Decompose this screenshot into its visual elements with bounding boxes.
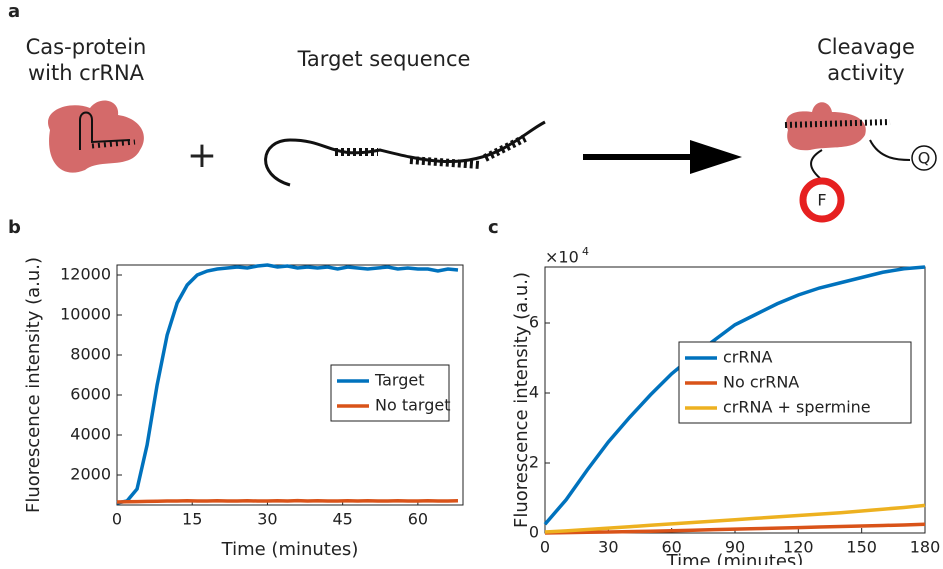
data-line bbox=[544, 503, 926, 534]
diagram-label: activity bbox=[827, 61, 904, 85]
legend-label: No target bbox=[375, 396, 451, 415]
y-tick-label: 4 bbox=[529, 383, 539, 402]
cas-protein bbox=[48, 100, 144, 173]
legend-label: crRNA bbox=[723, 348, 772, 367]
x-tick-label: 60 bbox=[408, 510, 428, 529]
diagram-label: Cleavage bbox=[817, 35, 915, 59]
legend-box bbox=[678, 341, 912, 424]
y-tick-label: 2000 bbox=[70, 465, 111, 484]
y-multiplier-exponent: 4 bbox=[582, 245, 589, 258]
plus: + bbox=[187, 135, 217, 176]
x-axis-label: Time (minutes) bbox=[666, 551, 804, 565]
y-tick-label: 2 bbox=[529, 453, 539, 472]
y-tick-label: 4000 bbox=[70, 425, 111, 444]
panel-label: b bbox=[8, 217, 21, 238]
diagram-label: Target sequence bbox=[297, 47, 471, 71]
data-line bbox=[116, 498, 459, 504]
x-tick-label: 15 bbox=[182, 510, 202, 529]
x-tick-label: 30 bbox=[257, 510, 277, 529]
legend-label: Target bbox=[374, 371, 425, 390]
y-axis-label: Fluorescence intensity (a.u.) bbox=[511, 272, 532, 528]
legend-label: crRNA + spermine bbox=[723, 398, 871, 417]
data-line bbox=[544, 522, 926, 535]
x-tick-label: 120 bbox=[783, 538, 814, 557]
data-line bbox=[116, 263, 459, 505]
x-tick-label: 45 bbox=[332, 510, 352, 529]
y-tick-label: 10000 bbox=[60, 305, 111, 324]
cleavage-complex bbox=[784, 102, 937, 223]
x-tick-label: 60 bbox=[661, 538, 681, 557]
x-tick-label: 180 bbox=[910, 538, 941, 557]
x-axis-label: Time (minutes) bbox=[221, 539, 359, 560]
legend-box bbox=[330, 364, 450, 422]
y-tick-label: 0 bbox=[529, 523, 539, 542]
x-tick-label: 90 bbox=[725, 538, 745, 557]
panel-label: a bbox=[8, 1, 20, 22]
fluorophore: F bbox=[817, 191, 826, 210]
target-strand bbox=[264, 120, 546, 187]
panel-label: c bbox=[488, 217, 499, 238]
x-tick-label: 30 bbox=[598, 538, 618, 557]
x-tick-label: 150 bbox=[846, 538, 877, 557]
quencher: Q bbox=[918, 149, 931, 168]
diagram-label: Cas-protein bbox=[26, 35, 147, 59]
y-tick-label: 6000 bbox=[70, 385, 111, 404]
x-tick-label: 0 bbox=[540, 538, 550, 557]
arrow bbox=[583, 140, 742, 174]
y-axis-label: Fluorescence intensity (a.u.) bbox=[23, 257, 44, 513]
legend-label: No crRNA bbox=[723, 373, 799, 392]
data-line bbox=[543, 265, 926, 526]
y-tick-label: 12000 bbox=[60, 265, 111, 284]
y-multiplier: ×10 bbox=[545, 248, 579, 267]
diagram-label: with crRNA bbox=[28, 61, 145, 85]
x-tick-label: 0 bbox=[112, 510, 122, 529]
y-tick-label: 8000 bbox=[70, 345, 111, 364]
y-tick-label: 6 bbox=[529, 313, 539, 332]
